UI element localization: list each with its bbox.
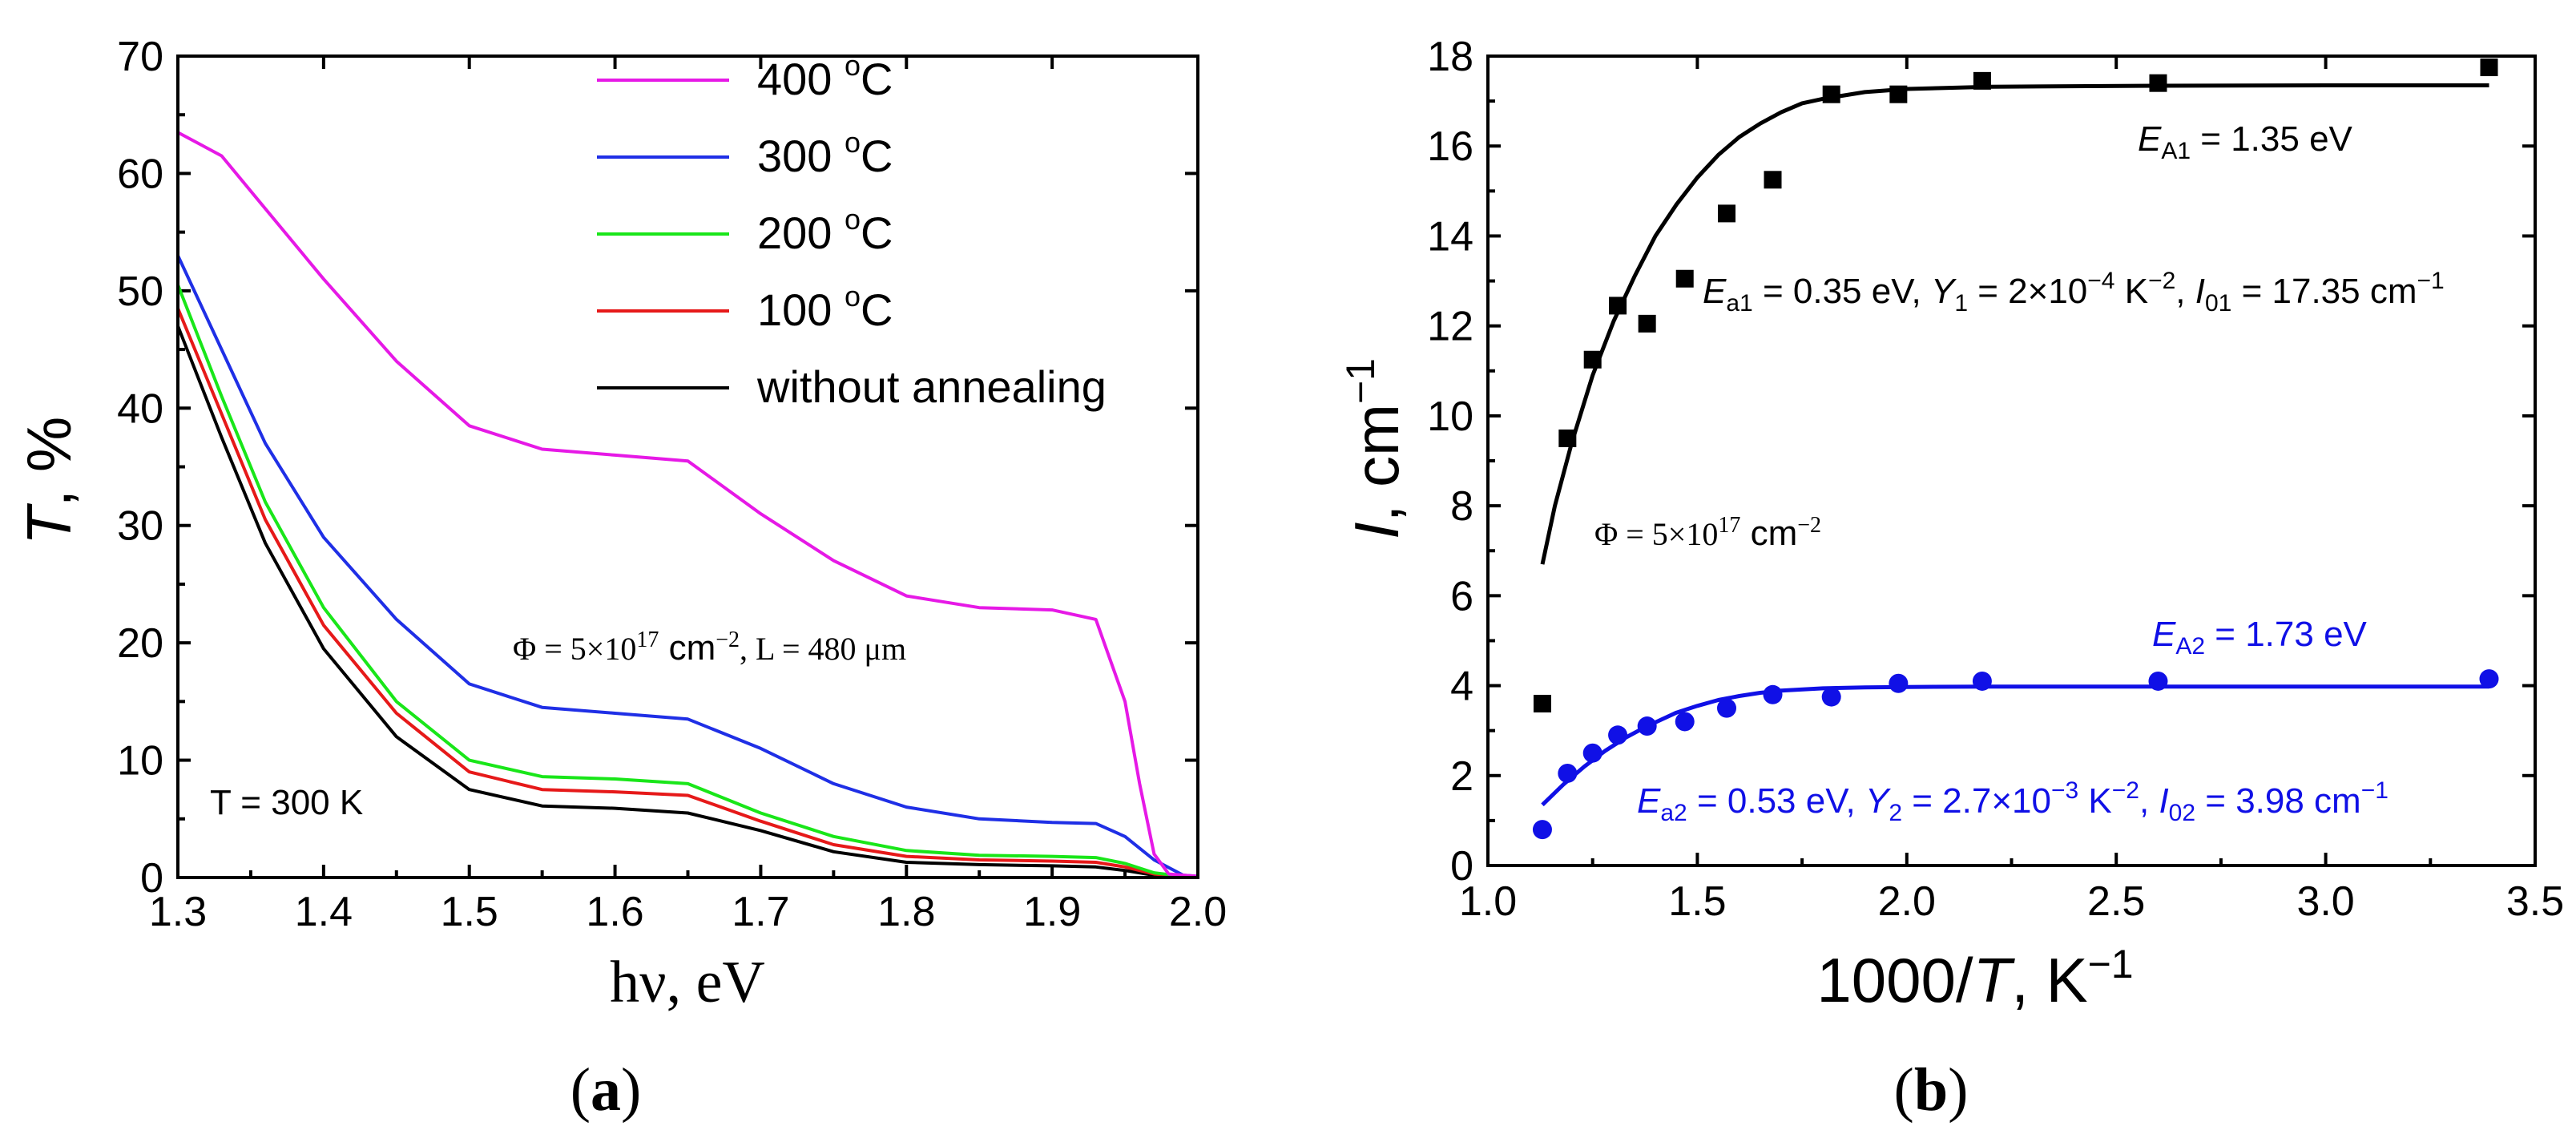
panel-b-xtick-label: 3.0 bbox=[2296, 878, 2354, 925]
label-EA1: EA1 = 1.35 eV bbox=[2138, 119, 2353, 164]
panel-b-ytick-label: 8 bbox=[1450, 483, 1473, 530]
panel-a-annotation-flux: Φ = 5×1017 cm−2, L = 480 μm bbox=[513, 627, 906, 668]
panel-b-ytick-label: 2 bbox=[1450, 753, 1473, 800]
data-point-square bbox=[1558, 429, 1577, 447]
data-point-square bbox=[1533, 695, 1551, 712]
data-point-circle bbox=[1558, 763, 1578, 783]
legend-label: 300 oC bbox=[757, 126, 893, 181]
panel-b-ytick-label: 10 bbox=[1427, 393, 1473, 440]
panel-b-ytick-label: 6 bbox=[1450, 573, 1473, 619]
panel-b-ticks: 1.0 1.5 2.0 2.5 3.0 3.5 0 2 4 6 8 10 12 14 16 18 bbox=[1427, 34, 2564, 925]
data-point-circle bbox=[1532, 820, 1552, 840]
legend-label: without annealing bbox=[756, 361, 1107, 412]
panel-a-legend: 400 oC 300 oC 200 oC 100 oC without annealin… bbox=[597, 49, 1107, 412]
panel-b-fits bbox=[1540, 83, 2489, 807]
data-point-square bbox=[1973, 71, 1991, 90]
data-point-circle bbox=[2148, 671, 2168, 691]
panel-a-annotation-temp: T = 300 K bbox=[210, 783, 363, 822]
data-point-square bbox=[1717, 204, 1735, 223]
legend-label: 200 oC bbox=[757, 203, 893, 258]
panel-a-ytick-label: 70 bbox=[117, 34, 163, 80]
data-point-circle bbox=[1608, 725, 1628, 745]
panel-a-ticks: 1.3 1.4 1.5 1.6 1.7 1.8 1.9 2.0 0 10 20 30 40 50 60 70 bbox=[117, 34, 1227, 935]
data-point-square bbox=[1609, 297, 1627, 315]
panel-b-ytick-label: 0 bbox=[1450, 843, 1473, 890]
panel-b-ytick-label: 4 bbox=[1450, 664, 1473, 710]
panel-a-xtick-label: 1.4 bbox=[295, 889, 353, 935]
fit-2-curve bbox=[1541, 684, 2489, 807]
panel-b-ytick-label: 14 bbox=[1427, 213, 1473, 260]
data-point-circle bbox=[1889, 673, 1909, 693]
panel-b-xtick-label: 2.5 bbox=[2087, 878, 2145, 925]
panel-b-ytick-label: 16 bbox=[1427, 123, 1473, 170]
panel-b-label: (b) bbox=[1894, 1056, 1969, 1124]
series-line-100-c bbox=[176, 308, 1199, 879]
panel-b-xtick-label: 1.5 bbox=[1668, 878, 1726, 925]
data-point-circle bbox=[1763, 684, 1783, 704]
legend-label: 100 oC bbox=[757, 280, 893, 335]
panel-b-ytick-label: 18 bbox=[1427, 34, 1473, 80]
data-point-circle bbox=[1821, 687, 1841, 707]
panel-b: 1.0 1.5 2.0 2.5 3.0 3.5 0 2 4 6 8 10 12 14 16 18 I, cm−… bbox=[1338, 34, 2564, 1124]
panel-a-ytick-label: 60 bbox=[117, 151, 163, 197]
panel-b-xtick-label: 3.5 bbox=[2506, 878, 2564, 925]
series-line-without-annealing bbox=[176, 325, 1199, 879]
data-point-square bbox=[2480, 59, 2498, 77]
panel-b-xtick-label: 2.0 bbox=[1878, 878, 1936, 925]
panel-b-frame bbox=[1486, 54, 2537, 867]
panel-a-ytick-label: 0 bbox=[140, 855, 163, 902]
panel-b-ytick-label: 12 bbox=[1427, 304, 1473, 350]
panel-a-xtick-label: 2.0 bbox=[1169, 889, 1227, 935]
label-Ea1-params: Ea1 = 0.35 eV, Y1 = 2×10−4 K−2, I01 = 17… bbox=[1703, 268, 2445, 317]
panel-a: 1.3 1.4 1.5 1.6 1.7 1.8 1.9 2.0010203040506070 … bbox=[14, 34, 1227, 1124]
panel-b-points bbox=[1532, 59, 2499, 840]
panel-a-series bbox=[176, 131, 1199, 879]
panel-a-ytick-label: 20 bbox=[117, 620, 163, 667]
data-point-circle bbox=[1716, 698, 1736, 718]
data-point-square bbox=[2149, 74, 2167, 92]
panel-a-xtick-label: 1.9 bbox=[1023, 889, 1081, 935]
data-point-square bbox=[1675, 269, 1694, 288]
panel-a-xtick-label: 1.8 bbox=[877, 889, 935, 935]
data-point-square bbox=[1638, 314, 1656, 333]
panel-a-ytick-label: 30 bbox=[117, 503, 163, 550]
panel-b-xlabel: 1000/T, K−1 bbox=[1816, 942, 2133, 1015]
panel-b-ylabel: I, cm−1 bbox=[1338, 358, 1412, 539]
data-point-square bbox=[1583, 350, 1602, 369]
data-point-circle bbox=[1675, 712, 1695, 732]
panel-a-xtick-label: 1.6 bbox=[586, 889, 643, 935]
data-point-square bbox=[1822, 85, 1840, 103]
data-point-circle bbox=[1637, 716, 1657, 736]
label-Ea2-params: Ea2 = 0.53 eV, Y2 = 2.7×10−3 K−2, I02 = … bbox=[1637, 777, 2389, 826]
data-point-circle bbox=[1582, 743, 1602, 763]
data-point-circle bbox=[1972, 671, 1992, 691]
panel-a-ytick-label: 50 bbox=[117, 268, 163, 315]
panel-a-xtick-label: 1.5 bbox=[441, 889, 498, 935]
series-line-300-c bbox=[176, 255, 1199, 878]
panel-b-xtick-label: 1.0 bbox=[1459, 878, 1517, 925]
label-EA2: EA2 = 1.73 eV bbox=[2152, 615, 2368, 660]
series-line-200-c bbox=[176, 284, 1199, 879]
legend-label: 400 oC bbox=[757, 49, 893, 104]
panel-a-ylabel: T, % bbox=[14, 417, 84, 545]
series-line-400-c bbox=[177, 131, 1199, 878]
panel-a-xtick-label: 1.7 bbox=[732, 889, 789, 935]
data-point-circle bbox=[2479, 669, 2499, 689]
panel-a-ytick-label: 40 bbox=[117, 385, 163, 432]
panel-a-ytick-label: 10 bbox=[117, 738, 163, 785]
panel-a-xtick-label: 1.3 bbox=[149, 889, 207, 935]
panel-a-label: (a) bbox=[570, 1056, 642, 1124]
panel-a-xlabel: hν, eV bbox=[610, 950, 765, 1015]
panel-a-frame bbox=[176, 54, 1199, 879]
data-point-square bbox=[1764, 171, 1782, 189]
data-point-square bbox=[1889, 85, 1908, 103]
label-flux-b: Φ = 5×1017 cm−2 bbox=[1594, 513, 1821, 553]
